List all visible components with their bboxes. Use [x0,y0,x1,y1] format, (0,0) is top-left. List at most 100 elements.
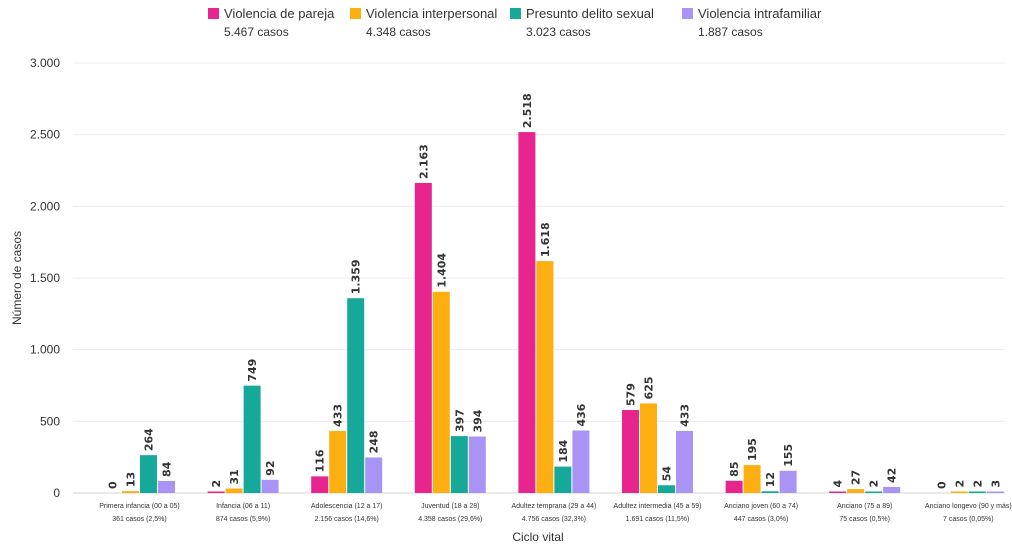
bar [311,476,329,493]
data-label: 116 [314,449,327,472]
data-label: 155 [782,444,795,467]
data-label: 2.518 [521,93,534,128]
bar [518,132,536,493]
data-label: 1.618 [539,222,552,257]
bar [243,385,261,493]
legend-swatch [510,8,521,19]
data-label: 13 [125,472,138,487]
bar [329,430,347,493]
data-label: 184 [557,439,570,462]
data-label: 394 [471,409,484,432]
bar [950,491,968,493]
x-tick-label: Primera infancia (00 a 05) [99,503,180,510]
legend-item: Violencia intrafamiliar 1.887 casos [682,6,821,39]
data-label: 1.359 [350,259,363,294]
data-label: 433 [332,404,345,427]
y-tick-label: 2.000 [30,199,60,213]
data-label: 31 [228,469,241,484]
x-tick-label: Adolescencia (12 a 17) [311,503,383,510]
data-label: 27 [850,470,863,485]
bar [207,491,225,493]
data-label: 12 [764,472,777,487]
bar [554,466,572,493]
data-label: 195 [746,438,759,461]
bar [829,491,847,493]
x-tick-label: Anciano joven (60 a 74) [724,503,798,510]
data-label: 84 [161,461,174,477]
legend-series-name: Violencia de pareja [224,6,335,21]
data-label: 54 [661,466,674,482]
y-tick-label: 500 [40,414,60,428]
y-axis-title: Número de casos [10,231,24,325]
data-label: 2 [971,480,984,488]
bar [122,491,139,493]
legend-swatch [208,8,219,19]
data-label: 2 [210,480,223,488]
x-tick-detail: 361 casos (2,5%) [112,516,166,523]
data-label: 0 [107,481,120,489]
legend-series-total: 5.467 casos [224,25,289,39]
x-tick-detail: 2.156 casos (14,6%) [315,516,379,523]
bar [572,430,590,493]
data-label: 1.404 [435,253,448,288]
y-tick-label: 1.000 [30,343,60,357]
data-label: 2.163 [417,144,430,179]
chart-legend: Violencia de pareja 5.467 casos Violencia … [0,6,1012,46]
bar [468,436,486,493]
legend-row: Presunto delito sexual [510,6,654,21]
x-tick-label: Adultez temprana (29 a 44) [511,503,596,510]
bar [986,491,1004,493]
bar [140,455,157,493]
y-tick-label: 2.500 [30,128,60,142]
bar [658,485,675,493]
x-tick-detail: 874 casos (5,9%) [216,516,270,523]
x-tick-label: Adultez intermedia (45 a 59) [614,503,702,510]
legend-item: Presunto delito sexual 3.023 casos [510,6,654,39]
x-tick-detail: 4.358 casos (29,6%) [418,516,482,523]
legend-item: Violencia de pareja 5.467 casos [208,6,334,39]
bar [158,480,175,493]
data-label: 436 [575,403,588,426]
legend-row: Violencia intrafamiliar [682,6,821,21]
data-label: 85 [728,462,741,477]
legend-series-total: 4.348 casos [366,25,431,39]
bar [883,486,901,493]
x-tick-detail: 7 casos (0,05%) [943,516,994,523]
bar [622,410,639,493]
bar [225,488,243,493]
bar [847,489,865,493]
x-tick-detail: 1.691 casos (11,5%) [626,516,690,523]
bar [640,403,657,493]
legend-swatch [682,8,693,19]
x-tick-label: Anciano longevo (90 y más) [925,503,1012,510]
legend-series-total: 1.887 casos [698,25,763,39]
x-tick-detail: 4.756 casos (32,3%) [522,516,586,523]
legend-row: Violencia de pareja [208,6,334,21]
bar [261,479,279,493]
legend-series-name: Violencia intrafamiliar [698,6,822,21]
bar [865,491,883,493]
legend-row: Violencia interpersonal [350,6,497,21]
y-tick-label: 3.000 [30,56,60,70]
bar [414,182,432,493]
x-tick-label: Infancia (06 a 11) [216,503,270,510]
bar [432,291,450,493]
x-tick-label: Juventud (18 a 28) [421,503,479,510]
legend-series-name: Violencia interpersonal [366,6,498,21]
data-label: 4 [832,480,845,488]
data-label: 264 [143,428,156,451]
bar [743,465,761,493]
bar [347,298,365,493]
data-label: 397 [453,409,466,432]
y-tick-label: 0 [53,486,60,500]
legend-item: Violencia interpersonal 4.348 casos [350,6,497,39]
bar [968,491,986,493]
data-label: 579 [625,383,638,406]
legend-series-total: 3.023 casos [526,25,591,39]
legend-series-name: Presunto delito sexual [526,6,654,21]
data-label: 92 [264,461,277,476]
bar [676,430,693,493]
data-label: 3 [989,480,1002,488]
data-label: 433 [679,404,692,427]
